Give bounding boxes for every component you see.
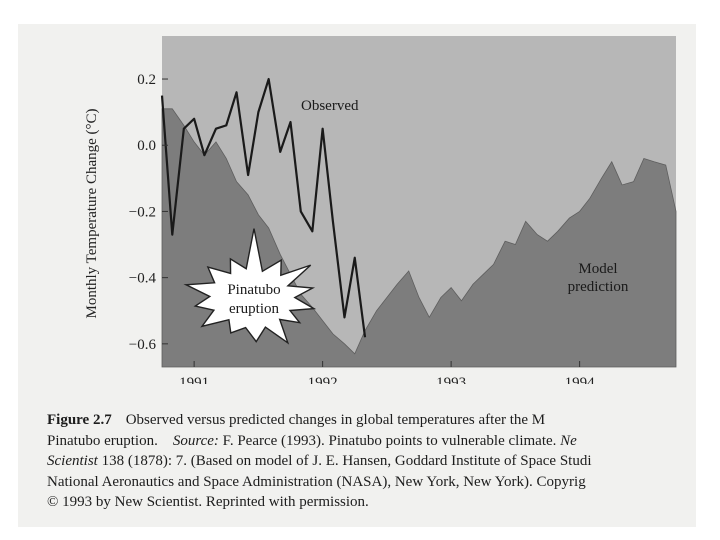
- caption-line-5: © 1993 by New Scientist. Reprinted with …: [47, 492, 696, 513]
- temperature-chart: 0.2 0.0 −0.2 −0.4 −0.6 1991 1992 1993 1994 Month…: [84, 36, 677, 384]
- x-tick-label: 1992: [308, 375, 338, 384]
- observed-series-line: [160, 77, 367, 338]
- model-prediction-label-line-1: Model: [578, 261, 617, 277]
- y-tick-label: −0.4: [129, 271, 157, 287]
- eruption-label-line-1: Pinatubo: [227, 282, 280, 298]
- caption-line-1-text: Observed versus predicted changes in glo…: [125, 412, 546, 428]
- figure-number: Figure 2.7: [47, 412, 112, 428]
- caption-line-5-text: © 1993 by New Scientist. Reprinted with …: [47, 494, 369, 510]
- caption-line-2-text: Pinatubo eruption.: [47, 432, 158, 449]
- y-tick-label: −0.6: [129, 337, 157, 353]
- caption-line-2: Pinatubo eruption. Source: F. Pearce (19…: [47, 431, 696, 452]
- caption-journal-part-1: Ne: [560, 432, 577, 449]
- caption-line-4: National Aeronautics and Space Administr…: [47, 472, 696, 493]
- x-tick-label: 1994: [565, 375, 596, 384]
- caption-line-4-text: National Aeronautics and Space Administr…: [47, 473, 586, 490]
- observed-series-label: Observed: [301, 98, 359, 114]
- explosion-burst-icon: [183, 228, 317, 345]
- figure-caption: Figure 2.7 Observed versus predicted chan…: [47, 410, 696, 520]
- y-tick-label: −0.2: [129, 204, 156, 220]
- caption-line-3-text: 138 (1878): 7. (Based on model of J. E. …: [101, 453, 592, 469]
- y-tick-label: 0.2: [137, 72, 156, 88]
- y-axis-label: Monthly Temperature Change (°C): [84, 108, 100, 318]
- caption-journal-part-2: Scientist: [47, 453, 98, 469]
- caption-source: F. Pearce (1993). Pinatubo points to vul…: [222, 432, 557, 449]
- model-prediction-label-line-2: prediction: [568, 279, 629, 295]
- y-tick-label: 0.0: [137, 138, 156, 154]
- caption-line-3: Scientist 138 (1878): 7. (Based on model…: [47, 451, 696, 472]
- eruption-label-line-2: eruption: [229, 301, 279, 317]
- caption-line-1: Figure 2.7 Observed versus predicted chan…: [47, 410, 696, 431]
- x-tick-label: 1991: [179, 375, 209, 384]
- caption-source-label: Source:: [172, 432, 219, 449]
- scanned-page: 0.2 0.0 −0.2 −0.4 −0.6 1991 1992 1993 1994 Month…: [18, 24, 696, 527]
- x-tick-label: 1993: [436, 375, 466, 384]
